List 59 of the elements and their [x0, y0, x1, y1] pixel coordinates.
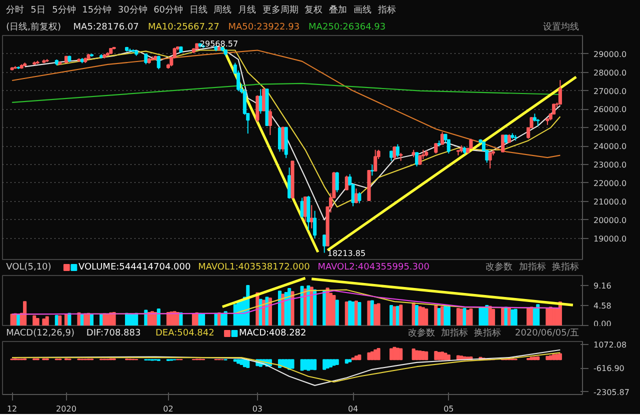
annotation: 18213.85 [327, 248, 366, 258]
y-tick-label: 27000.0 [594, 86, 627, 96]
text: 周线 [214, 4, 232, 16]
text: 改参数 [486, 262, 513, 272]
text: 画线 [353, 4, 372, 16]
text: 叠加 [328, 4, 347, 16]
text: 加指标 [518, 262, 546, 272]
text: MAVOL2:404355995.300 [318, 262, 430, 272]
text: 5日 [30, 6, 46, 16]
text: 改参数 [408, 328, 436, 338]
text: 30分钟 [118, 4, 148, 16]
y-tick-label: 26000.0 [594, 105, 627, 114]
annotation: 29568.57 [200, 39, 238, 48]
text: 月线 [238, 4, 256, 16]
text: 更多周期 [262, 4, 299, 16]
text: 加指标 [441, 328, 468, 338]
text: MAVOL1:403538172.000 [198, 262, 310, 272]
text: 分时 [6, 4, 24, 16]
text: DIF:708.883 [86, 328, 141, 338]
y-tick-label: -616.90 [594, 364, 624, 374]
series-label: MA5:28176.07 [73, 22, 139, 32]
chart-title: VOL(5,10) [6, 262, 52, 272]
y-tick-label: 29000.0 [594, 50, 627, 59]
text: 指标 [376, 4, 396, 16]
text: DEA:504.842 [155, 328, 214, 338]
x-tick-label: 02 [163, 404, 174, 414]
y-tick-label: 28000.0 [594, 68, 627, 78]
text: MA250:26364.93 [308, 22, 386, 32]
y-tick-label: 22000.0 [594, 178, 627, 188]
y-tick-label: 1072.08 [594, 340, 627, 350]
y-tick-label: 4.58 [594, 302, 612, 311]
x-tick-label: 12 [6, 404, 18, 414]
text: 复权 [304, 4, 322, 16]
x-tick-label: 2020 [56, 404, 76, 414]
series-label: MA10:25667.27 [148, 22, 220, 32]
y-tick-label: 20000.0 [594, 216, 627, 225]
chart-title: MACD(12,26,9) [6, 328, 74, 338]
chart-title: (日线,前复权) [6, 22, 62, 32]
y-tick-label: -2305.87 [594, 388, 630, 397]
text: 日线 [189, 4, 208, 16]
x-tick-label: 04 [348, 404, 358, 414]
text: 换指标 [552, 262, 579, 272]
text: 换指标 [474, 328, 502, 338]
text: 5分钟 [52, 4, 76, 16]
x-tick-label: 05 [444, 404, 454, 414]
text: 2020/06/05/五 [514, 328, 579, 338]
y-tick-label: 19000.0 [594, 234, 627, 244]
x-tick-label: 03 [252, 404, 263, 414]
y-tick-label: 23000.0 [594, 160, 627, 170]
y-tick-label: 24000.0 [594, 142, 627, 152]
legend-label: VOLUME:544414704.000 [78, 262, 192, 272]
text: 设置均线 [542, 22, 579, 32]
legend-label: MACD:408.282 [239, 328, 306, 338]
y-tick-label: 21000.0 [594, 197, 627, 206]
y-tick-label: 9.16 [594, 282, 612, 291]
y-tick-label: 25000.0 [594, 124, 627, 133]
text: 60分钟 [154, 4, 184, 16]
text: 15分钟 [82, 4, 112, 16]
text: MA50:23922.93 [228, 22, 300, 32]
